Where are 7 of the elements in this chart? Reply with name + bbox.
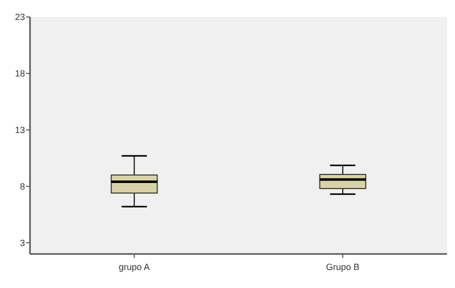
x-tick-label: grupo A: [118, 262, 150, 272]
x-tick-label: Grupo B: [326, 262, 360, 272]
y-tick-label: 3: [20, 238, 25, 248]
y-tick-label: 18: [14, 68, 25, 79]
y-tick-label: 8: [20, 181, 25, 192]
y-tick-label: 23: [14, 12, 25, 22]
y-tick-label: 13: [14, 125, 25, 136]
